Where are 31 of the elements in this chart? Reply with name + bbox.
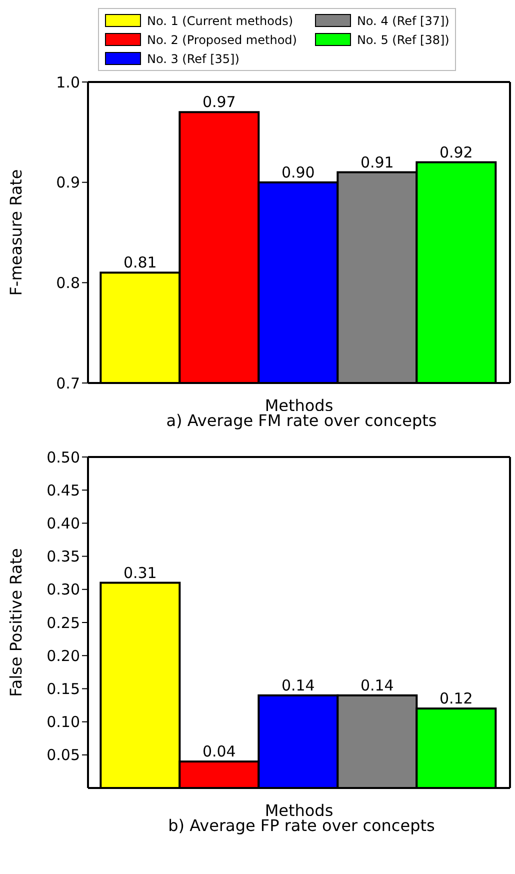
y-tick-label: 0.30 xyxy=(46,580,80,599)
legend-label: No. 4 (Ref [37]) xyxy=(356,14,450,28)
y-tick-label: 0.15 xyxy=(46,680,80,698)
y-tick-label: 0.20 xyxy=(46,646,80,665)
y-tick-label: 0.45 xyxy=(46,481,80,500)
data-label: 0.91 xyxy=(360,153,394,172)
data-label: 0.14 xyxy=(360,676,394,694)
y-tick-label: 0.10 xyxy=(46,713,80,732)
y-tick-label: 0.7 xyxy=(56,374,80,392)
y-tick-label: 0.35 xyxy=(46,548,80,566)
data-label: 0.31 xyxy=(123,564,157,582)
data-label: 0.90 xyxy=(281,163,315,182)
data-label: 0.92 xyxy=(439,143,473,162)
y-axis-title: F-measure Rate xyxy=(6,169,26,296)
data-label: 0.97 xyxy=(202,93,236,112)
y-tick-label: 0.25 xyxy=(46,614,80,632)
y-tick-label: 1.0 xyxy=(56,73,80,92)
y-tick-label: 0.05 xyxy=(46,746,80,764)
data-label: 0.81 xyxy=(123,254,157,272)
data-label: 0.12 xyxy=(439,690,473,708)
data-label: 0.14 xyxy=(281,676,315,694)
y-tick-label: 0.40 xyxy=(46,514,80,533)
legend-label: No. 5 (Ref [38]) xyxy=(356,32,450,46)
y-tick-label: 0.50 xyxy=(46,448,80,466)
y-tick-label: 0.8 xyxy=(56,274,80,292)
legend-label: No. 3 (Ref [35]) xyxy=(147,52,240,66)
legend-label: No. 1 (Current methods) xyxy=(147,14,294,28)
data-label: 0.04 xyxy=(202,742,236,761)
y-axis-title: False Positive Rate xyxy=(6,548,26,697)
legend-label: No. 2 (Proposed method) xyxy=(147,32,297,46)
y-tick-label: 0.9 xyxy=(56,174,80,192)
